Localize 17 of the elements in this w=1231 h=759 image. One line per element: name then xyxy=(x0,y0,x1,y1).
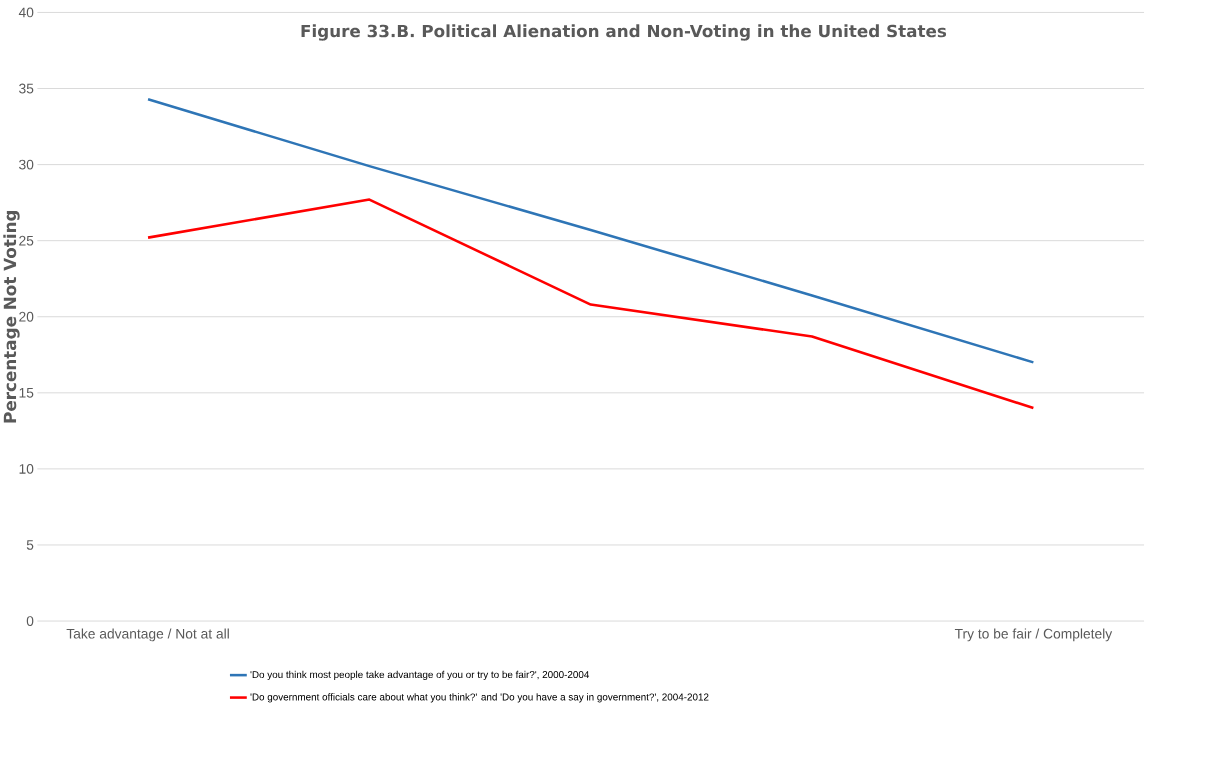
y-tick-label: 0 xyxy=(26,615,34,626)
y-tick-label: 20 xyxy=(19,311,34,322)
y-tick-label: 30 xyxy=(19,159,34,170)
y-tick-label: 25 xyxy=(19,235,34,246)
x-tick-label: Try to be fair / Completely xyxy=(954,628,1113,642)
y-tick-label: 40 xyxy=(18,7,34,18)
line-series xyxy=(146,198,1035,410)
y-tick-label: 15 xyxy=(19,387,34,398)
y-tick-label: 10 xyxy=(19,463,34,474)
line-series xyxy=(146,97,1035,364)
legend-label: 'Do you think most people take advantage of you or try to be fair?', 2000-2004 xyxy=(250,670,590,680)
y-tick-label: 35 xyxy=(19,83,34,94)
legend-label: 'Do government officials care about what you think?' and 'Do you have a say in government?', 2004-2012 xyxy=(250,693,709,703)
y-axis-title: Percentage Not Voting xyxy=(3,210,20,423)
y-tick-label: 5 xyxy=(26,539,34,550)
x-tick-label: Take advantage / Not at all xyxy=(66,628,229,642)
text: Figure 33.B. Political Alienation and Non-Voting in the United States xyxy=(301,24,947,41)
